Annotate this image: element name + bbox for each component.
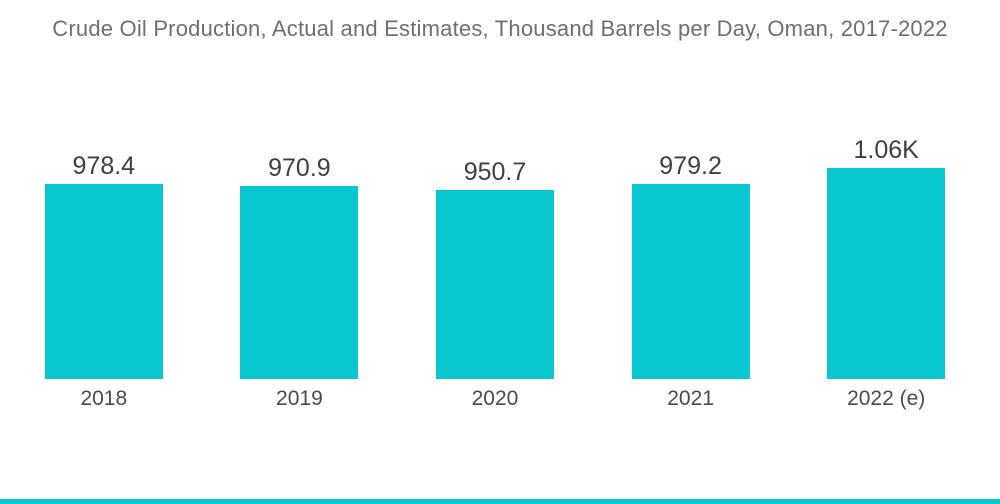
plot-area: 978.4 970.9 950.7 979.2 1.06K xyxy=(6,0,984,379)
x-axis-label-2019: 2019 xyxy=(276,387,323,410)
bar-value-label-2020: 950.7 xyxy=(463,157,527,186)
bar-2019 xyxy=(240,186,359,379)
bar-2022e xyxy=(827,168,946,379)
bar-2018 xyxy=(44,184,163,379)
bar-value-label-2018: 978.4 xyxy=(72,151,136,180)
bar-group-2021: 979.2 xyxy=(593,151,789,379)
x-axis-label-2018: 2018 xyxy=(80,387,128,410)
footer-accent-bar xyxy=(0,499,1000,504)
bar-group-2019: 970.9 xyxy=(202,153,398,379)
bar-group-2018: 978.4 xyxy=(6,151,202,379)
chart-title: Crude Oil Production, Actual and Estimat… xyxy=(52,16,948,41)
bar-group-2022e: 1.06K xyxy=(788,135,984,379)
bar-value-label-2022e: 1.06K xyxy=(853,135,919,164)
x-axis-label-2021: 2021 xyxy=(667,387,714,410)
bar-2021 xyxy=(631,184,750,379)
bar-value-label-2019: 970.9 xyxy=(268,153,331,182)
bar-value-label-2021: 979.2 xyxy=(659,151,722,180)
bar-group-2020: 950.7 xyxy=(397,157,593,379)
x-axis-label-2022e: 2022 (e) xyxy=(847,387,926,410)
x-axis-label-2020: 2020 xyxy=(471,387,519,410)
bar-2020 xyxy=(435,190,554,379)
x-axis: 2018 2019 2020 2021 2022 (e) xyxy=(6,379,984,411)
